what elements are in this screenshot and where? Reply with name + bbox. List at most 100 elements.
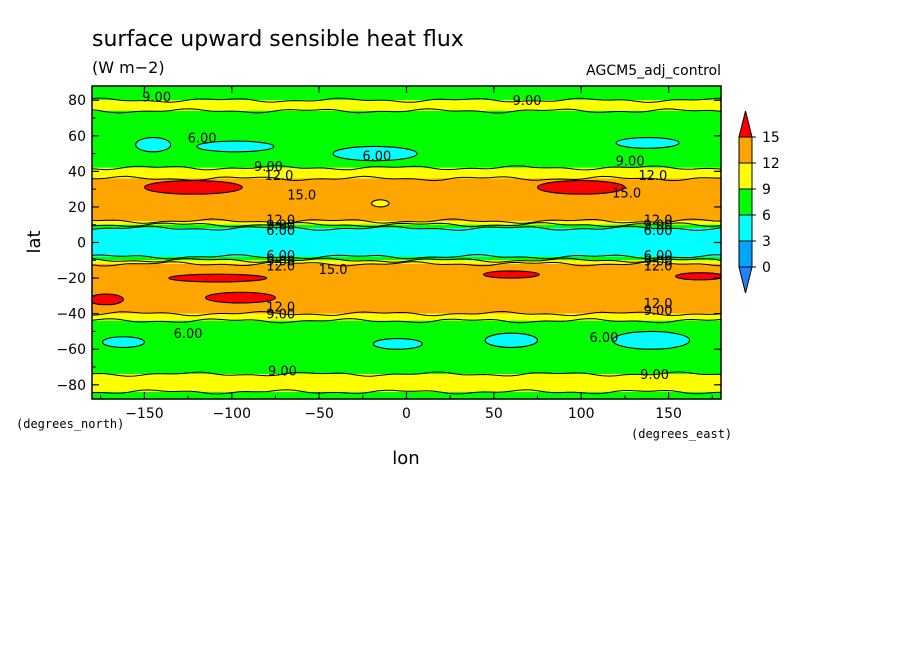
y-tick-label: 20: [68, 200, 86, 216]
x-tick-label: 100: [568, 406, 595, 422]
contour-label: 9.00: [266, 219, 295, 234]
contour-label: 12.0: [266, 260, 295, 275]
contour-label: 6.00: [589, 331, 618, 346]
y-axis-units: (degrees_north): [16, 417, 124, 431]
x-tick-label: −150: [125, 406, 163, 422]
contour-label: 6.00: [362, 149, 391, 164]
contour-label: 6.00: [188, 132, 217, 147]
contour-patch-5: [615, 137, 680, 149]
contour-label: 12.0: [266, 213, 295, 228]
contour-patch-15: [371, 199, 390, 208]
contour-label: 9.00: [644, 304, 673, 319]
contour-patch-11: [101, 336, 145, 348]
colorbar-label: 9: [762, 182, 771, 198]
contour-patch-7: [482, 270, 540, 279]
contour-line-6: [92, 221, 721, 228]
contour-line-9: [92, 257, 721, 263]
contour-label: 9.00: [644, 219, 673, 234]
contour-label: 12.0: [644, 260, 673, 275]
contour-band-1: [92, 100, 721, 111]
x-tick-label: 150: [655, 406, 682, 422]
contour-patch-8: [675, 272, 721, 281]
x-tick-label: −100: [213, 406, 251, 422]
contour-label: 9.00: [254, 160, 283, 175]
contour-patch-10: [205, 291, 277, 304]
colorbar-segment-12-15: [738, 136, 753, 164]
contour-patch-9: [92, 293, 124, 306]
contour-label: 9.00: [640, 368, 669, 383]
x-axis-label: lon: [392, 448, 419, 469]
contour-band-3: [92, 167, 721, 179]
contour-line-14: [92, 389, 721, 395]
colorbar-bottom-arrow: [738, 266, 753, 294]
y-tick-label: −60: [56, 342, 86, 358]
contour-label: 9.00: [616, 155, 645, 170]
contour-line-5: [92, 218, 721, 224]
contour-band-5: [92, 221, 721, 225]
contour-line-11: [92, 310, 721, 317]
y-tick-label: −20: [56, 271, 86, 287]
contour-patch-14: [612, 330, 691, 350]
contour-label: 15.0: [287, 188, 316, 203]
contour-label: 12.0: [644, 297, 673, 312]
contour-patch-1: [536, 180, 626, 195]
contour-label: 9.00: [266, 254, 295, 269]
contour-label: 6.00: [644, 249, 673, 264]
contour-label: 6.00: [174, 327, 203, 342]
y-tick-label: 0: [77, 236, 86, 252]
colorbar-segment-0-3: [738, 240, 753, 268]
contour-lines: [92, 97, 721, 395]
contour-band-0: [92, 86, 721, 101]
y-axis-label: lat: [24, 230, 45, 253]
contour-label: 9.00: [142, 91, 171, 106]
contour-bands: [92, 86, 721, 399]
contour-line-7: [92, 225, 721, 231]
contour-label: 15.0: [612, 187, 641, 202]
contour-line-12: [92, 318, 721, 324]
contour-label: 12.0: [644, 213, 673, 228]
y-tick-label: −80: [56, 378, 86, 394]
colorbar-label: 6: [762, 208, 771, 224]
x-tick-label: 50: [485, 406, 503, 422]
contour-label: 15.0: [319, 263, 348, 278]
contour-line-10: [92, 261, 721, 267]
colorbar: 15 12 9 6 3 0: [738, 110, 780, 294]
x-tick-label: 0: [402, 406, 411, 422]
contour-line-2: [92, 108, 721, 114]
contour-line-4: [92, 175, 721, 182]
contour-patch-13: [484, 332, 539, 348]
contour-band-10: [92, 263, 721, 314]
contour-patch-12: [372, 337, 423, 350]
contour-patch-2: [135, 137, 172, 153]
colorbar-segment-3-6: [738, 214, 753, 242]
contour-line-8: [92, 253, 721, 260]
colorbar-segment-6-9: [738, 188, 753, 216]
contour-patch-3: [196, 140, 275, 153]
y-tick-label: 40: [68, 164, 86, 180]
contour-patches: [92, 137, 721, 350]
chart-title: surface upward sensible heat flux: [92, 27, 464, 52]
contour-patch-4: [332, 145, 418, 162]
colorbar-label: 0: [762, 260, 771, 276]
contour-label: 12.0: [638, 169, 667, 184]
contour-line-3: [92, 165, 721, 171]
contour-band-11: [92, 313, 721, 321]
y-axis-ticks: 80 60 40 20 0 −20 −40 −60 −80: [56, 93, 721, 394]
contour-band-13: [92, 374, 721, 392]
contour-label: 6.00: [266, 224, 295, 239]
colorbar-top-arrow: [738, 110, 753, 138]
x-tick-label: −50: [304, 406, 334, 422]
x-axis-ticks: −150 −100 −50 0 50 100 150: [100, 86, 713, 422]
contour-line-13: [92, 371, 721, 377]
contour-label: 6.00: [266, 249, 295, 264]
colorbar-label: 15: [762, 130, 780, 146]
y-tick-label: −40: [56, 307, 86, 323]
contour-line-1: [92, 97, 721, 103]
contour-label: 9.00: [644, 254, 673, 269]
contour-patch-6: [168, 273, 268, 283]
colorbar-label: 3: [762, 234, 771, 250]
contour-label: 12.0: [264, 169, 293, 184]
